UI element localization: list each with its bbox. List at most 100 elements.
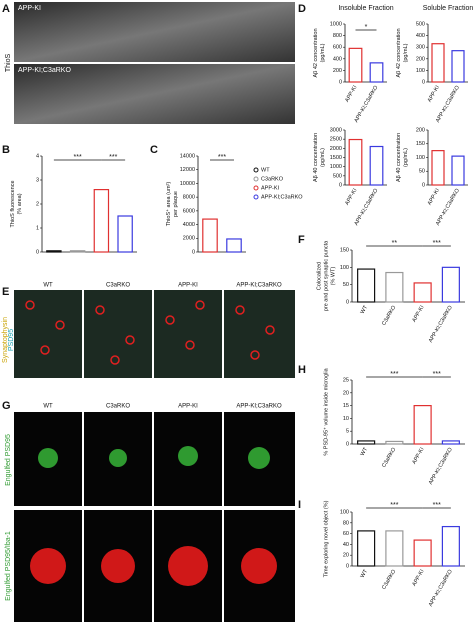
- panel-letter: B: [2, 144, 10, 156]
- y-tick-label: 200: [416, 127, 425, 133]
- y-axis-label: (pg/mL): [320, 43, 326, 62]
- image: [14, 64, 295, 124]
- sig-label: ***: [218, 154, 226, 161]
- panel-letter: G: [2, 400, 11, 412]
- x-tick-label: APP-KI;C3aRKO: [428, 304, 454, 344]
- panel-letter: H: [298, 364, 306, 376]
- y-axis-label: Aβ 40 concentration: [313, 133, 319, 182]
- y-tick-label: 200: [333, 68, 342, 74]
- legend-label: APP-KI: [261, 185, 280, 191]
- image-label: APP-KI;C3aRKO: [236, 404, 282, 410]
- y-tick-label: 60: [343, 531, 349, 537]
- y-axis-label: (% area): [17, 193, 23, 214]
- y-axis-label: pre and post synaptic puncta: [323, 240, 329, 311]
- sig-label: ***: [390, 502, 398, 509]
- y-tick-label: 150: [416, 141, 425, 147]
- bar: [431, 150, 445, 186]
- chart-title: Insoluble Fraction: [338, 5, 393, 12]
- y-tick-label: 150: [340, 247, 349, 253]
- bar: [413, 539, 432, 567]
- x-tick-label: APP-KI: [344, 187, 358, 206]
- image-label: WT: [43, 404, 53, 410]
- x-tick-label: APP-KI;C3aRKO: [428, 568, 454, 608]
- x-tick-label: C3aRKO: [381, 568, 398, 591]
- y-tick-label: 100: [416, 155, 425, 161]
- image-row: [14, 290, 295, 378]
- y-tick-label: 600: [333, 45, 342, 51]
- x-tick-label: APP-KI: [344, 84, 358, 103]
- y-tick-label: 8000: [183, 195, 195, 201]
- y-tick-label: 0: [346, 299, 349, 305]
- y-tick-label: 2000: [183, 236, 195, 242]
- x-tick-label: WT: [360, 446, 370, 457]
- image-label: APP-KI: [18, 5, 41, 12]
- y-tick-label: 2500: [330, 137, 342, 143]
- y-axis-label: Time exploring novel object (%): [323, 500, 329, 577]
- sig-label: ***: [74, 154, 82, 161]
- y-tick-label: 10: [343, 416, 349, 422]
- image-grid: [14, 412, 295, 622]
- image-label: APP-KI: [178, 404, 198, 410]
- y-tick-label: 50: [343, 282, 349, 288]
- bar: [357, 530, 376, 567]
- bar: [357, 440, 376, 445]
- y-axis-label: (pg/mL): [403, 43, 409, 62]
- bar: [385, 530, 404, 567]
- y-tick-label: 25: [343, 377, 349, 383]
- x-tick-label: APP-KI;C3aRKO: [354, 84, 380, 124]
- y-tick-label: 0: [422, 79, 425, 85]
- image-label: APP-KI: [178, 283, 198, 289]
- y-tick-label: 4000: [183, 222, 195, 228]
- y-tick-label: 400: [333, 56, 342, 62]
- y-tick-label: 12000: [180, 167, 195, 173]
- x-tick-label: WT: [360, 568, 370, 579]
- y-tick-label: 3: [36, 177, 39, 183]
- y-tick-label: 15: [343, 403, 349, 409]
- y-axis-label: Aβ 42 concentration: [396, 28, 402, 77]
- image-label: APP-KI;C3aRKO: [18, 67, 71, 74]
- bar: [369, 62, 384, 83]
- x-tick-label: APP-KI: [411, 568, 425, 587]
- y-tick-label: 1000: [330, 21, 342, 27]
- bar: [226, 238, 242, 253]
- y-tick-label: 3000: [330, 127, 342, 133]
- y-tick-label: 6000: [183, 208, 195, 214]
- y-axis-label: Colocalized: [316, 262, 322, 290]
- image-label: C3aRKO: [106, 283, 130, 289]
- bar: [369, 145, 384, 186]
- bar: [357, 268, 376, 303]
- side-label: Synaptophysin: [2, 317, 9, 363]
- bar: [46, 250, 62, 253]
- bar: [348, 47, 363, 83]
- legend-marker: [253, 194, 259, 200]
- legend-label: WT: [261, 167, 270, 173]
- bar: [69, 250, 86, 253]
- image-label: C3aRKO: [106, 404, 130, 410]
- y-tick-label: 40: [343, 542, 349, 548]
- y-tick-label: 0: [422, 182, 425, 188]
- y-axis-label: (% WT): [330, 267, 336, 286]
- y-tick-label: 80: [343, 520, 349, 526]
- sig-label: ***: [390, 371, 398, 378]
- y-tick-label: 2: [36, 201, 39, 207]
- bar: [431, 43, 445, 83]
- y-axis-label: per plaque: [173, 191, 179, 217]
- sig-label: *: [365, 24, 368, 31]
- sig-label: ***: [109, 154, 117, 161]
- side-label: Engulfed PSD95/Iba-1: [5, 531, 12, 601]
- sig-label: ***: [433, 240, 441, 247]
- legend-label: APP-KI;C3aRKO: [261, 194, 303, 200]
- sig-label: ***: [433, 502, 441, 509]
- bar: [385, 440, 404, 445]
- y-axis-label: Aβ 40 concentration: [396, 133, 402, 182]
- bar: [441, 525, 460, 567]
- y-tick-label: 20: [343, 390, 349, 396]
- bar: [413, 405, 432, 445]
- panel-letter: A: [2, 3, 10, 15]
- y-tick-label: 500: [416, 21, 425, 27]
- panel-letter: D: [298, 3, 306, 15]
- y-axis-label: Aβ 42 concentration: [313, 28, 319, 77]
- legend-marker: [253, 176, 259, 182]
- y-tick-label: 20: [343, 553, 349, 559]
